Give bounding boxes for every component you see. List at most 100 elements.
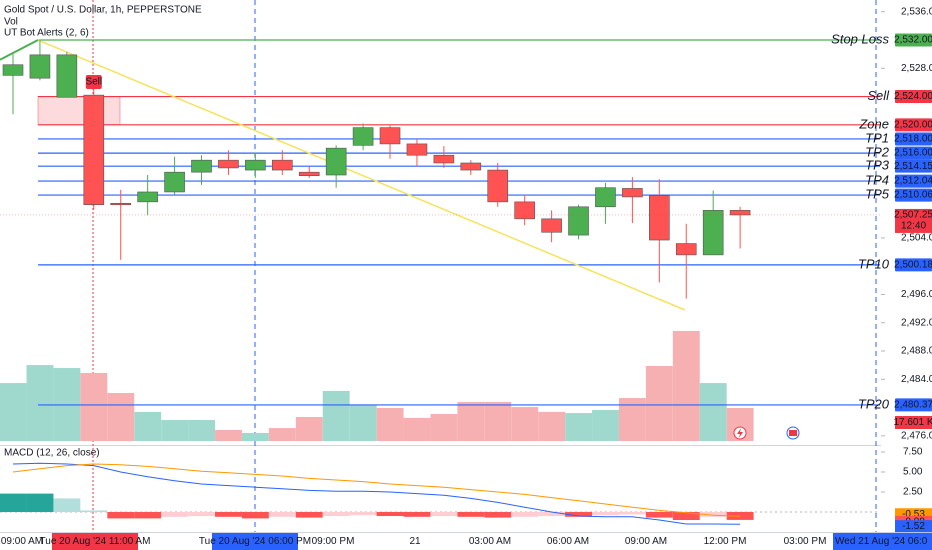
time-label-box [212,533,298,550]
level-name: Sell [867,88,890,103]
level-name: TP4 [865,173,889,188]
volume-bar [403,417,431,441]
volume-bar [484,402,512,441]
volume-bar [26,365,54,441]
volume-bar [215,429,242,441]
level-label: 2,512.04 [894,176,932,187]
volume-bar [188,420,216,441]
macd-histogram-bar [403,512,431,517]
volume-bar [538,411,566,441]
macd-histogram-bar [430,512,458,516]
macd-histogram-bar [538,512,566,516]
y-tick-label: 2,536.00 [901,6,932,17]
level-label: 2,514.15 [894,161,932,172]
macd-histogram-bar [376,512,404,516]
volume-bar [134,411,162,441]
level-label-box [895,174,932,188]
level-name: TP10 [858,256,890,271]
volume-bar [161,420,189,441]
volume-bar [322,390,350,441]
candle-body [110,202,132,206]
macd-histogram-bar [80,510,108,512]
alert-icon[interactable] [733,426,747,440]
level-name: TP3 [865,158,890,173]
volume-bar [0,383,27,441]
macd-histogram-bar [134,512,162,519]
volume-bar [349,405,377,441]
candle-body [729,210,751,216]
candle-body [379,127,401,145]
macd-histogram-bar [161,512,189,517]
volume-bar [672,330,700,441]
macd-histogram-bar [107,512,135,519]
x-tick-label: 09:00 AM [625,536,667,547]
macd-histogram-bar [672,512,700,520]
macd-histogram-bar [0,493,27,512]
macd-line [12,462,741,525]
macd-histogram-bar [26,493,54,512]
level-label-box [895,132,932,146]
macd-label-box [895,520,932,533]
level-label-box [895,33,932,47]
volume-bar [565,413,593,441]
uptrend-line [0,39,39,61]
macd-histogram-bar [268,512,296,517]
volume-bar [592,410,619,441]
level-label: 2,532.00 [894,35,932,46]
level-label-box [895,188,932,202]
candle-body [675,243,697,256]
level-label-box [895,90,932,104]
sell-signal-box [85,75,102,89]
time-label-box [833,533,932,550]
x-tick-label: Wed 21 Aug '24 06:0 [835,536,928,547]
candle-body [325,147,347,176]
macd-histogram-bar [322,512,350,516]
indicator-title: UT Bot Alerts (2, 6) [4,28,89,39]
macd-histogram-bar [618,512,646,515]
level-label: 2,510.06 [894,190,932,201]
signal-line [12,463,741,517]
candle-body [433,154,455,164]
volume-bar [107,393,135,441]
macd-y-tick-label: 2.50 [903,487,923,498]
macd-histogram-bar [699,512,727,517]
x-tick-label: 12:00 PM [704,536,747,547]
level-label: 2,524.00 [894,91,932,102]
flag-icon[interactable] [786,426,800,440]
macd-y-tick-label: 5.00 [903,467,923,478]
y-tick-label: 2,496.00 [901,289,932,300]
candle-body [298,171,320,177]
chart-title: Gold Spot / U.S. Dollar, 1h, PEPPERSTONE [4,5,202,16]
macd-histogram-bar [565,512,593,517]
macd-histogram-bar [188,512,216,516]
candle-body [218,159,239,169]
macd-histogram-bar [349,512,377,516]
x-tick-label: 09:00 AM [1,536,43,547]
level-name: Zone [858,116,889,131]
x-tick-label: 21 [409,536,421,547]
candle-body [164,171,185,193]
candle-body [460,162,482,171]
macd-histogram-bar [511,512,539,517]
candle-body [595,187,616,208]
x-tick-label: Tue 20 Aug '24 11:00 AM [40,536,151,547]
sell-signal: Sell [85,77,102,88]
candle-body [406,143,428,156]
signal-label: -0.53 [902,509,925,520]
macd-histogram-bar [215,512,242,517]
volume-bar [268,428,296,441]
candle-body [56,54,78,98]
y-tick-label: 2,504.00 [901,233,932,244]
volume-bar [699,383,727,441]
candle-body [702,210,724,256]
candle-body [271,159,293,171]
volume-bar [457,402,485,441]
level-label: 2,500.18 [894,260,932,271]
macd-histogram-bar [241,512,269,519]
y-tick-label: 2,488.00 [901,346,932,357]
volume-title: Vol [4,17,18,28]
candle-body [622,188,643,198]
